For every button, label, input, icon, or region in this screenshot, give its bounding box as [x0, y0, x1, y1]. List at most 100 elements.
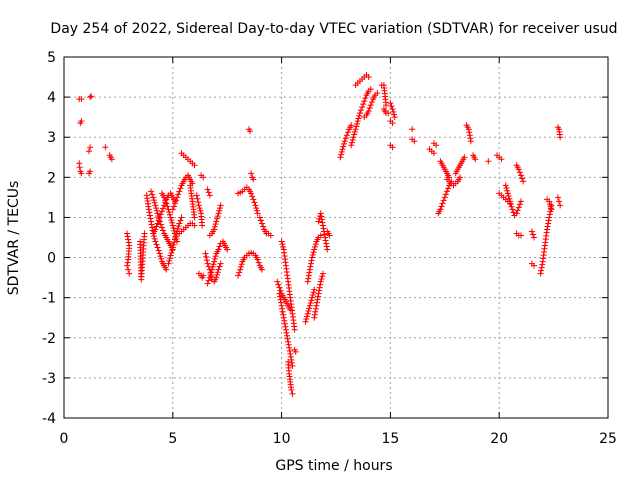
data-point	[195, 199, 202, 206]
data-point	[507, 198, 514, 205]
data-point	[312, 308, 319, 315]
data-point	[485, 158, 492, 165]
data-point	[472, 156, 479, 163]
data-point	[156, 250, 163, 257]
data-point	[171, 236, 178, 243]
data-point	[557, 134, 564, 141]
data-point	[175, 191, 182, 198]
data-point	[389, 144, 396, 151]
data-point	[306, 305, 313, 312]
y-tick-label: 3	[47, 130, 56, 146]
y-tick-label: 4	[47, 90, 56, 106]
data-point	[287, 353, 294, 360]
data-point	[153, 223, 160, 230]
data-point	[390, 108, 397, 115]
axis-ticks	[63, 56, 609, 419]
data-point	[209, 263, 216, 270]
data-point	[312, 241, 319, 248]
data-point	[196, 205, 203, 212]
data-point	[354, 120, 361, 127]
data-point	[309, 294, 316, 301]
data-point	[316, 284, 323, 291]
data-point	[149, 224, 156, 231]
data-point	[309, 254, 316, 261]
data-point	[508, 203, 515, 210]
data-point	[288, 359, 295, 366]
data-point	[194, 195, 201, 202]
data-point	[323, 240, 330, 247]
data-point	[288, 386, 295, 393]
data-point	[282, 326, 289, 333]
data-point	[125, 239, 132, 246]
data-point	[315, 290, 322, 297]
data-point	[169, 206, 176, 213]
data-point	[367, 86, 374, 93]
data-point	[217, 260, 224, 267]
data-point	[253, 205, 260, 212]
data-point	[517, 172, 524, 179]
data-point	[317, 281, 324, 288]
data-point	[348, 122, 355, 129]
x-tick-label: 25	[599, 431, 617, 447]
data-point	[515, 166, 522, 173]
data-point	[506, 195, 513, 202]
data-point	[291, 326, 298, 333]
data-point	[211, 255, 218, 262]
data-point	[465, 126, 472, 133]
data-point	[326, 232, 333, 239]
data-point	[385, 110, 392, 117]
data-point	[339, 146, 346, 153]
data-point	[517, 198, 524, 205]
data-point	[167, 252, 174, 259]
data-point	[150, 197, 157, 204]
data-point	[166, 257, 173, 264]
data-point	[155, 217, 162, 224]
data-point	[546, 214, 553, 221]
data-point	[286, 344, 293, 351]
data-point	[151, 199, 158, 206]
data-point	[461, 154, 468, 161]
data-point	[177, 217, 184, 224]
data-point	[514, 207, 521, 214]
data-point	[311, 246, 318, 253]
data-point	[148, 188, 155, 195]
data-point	[236, 269, 243, 276]
data-point	[204, 280, 211, 287]
data-point	[278, 238, 285, 245]
data-point	[342, 135, 349, 142]
data-point	[545, 217, 552, 224]
data-point	[250, 176, 257, 183]
data-point	[255, 259, 262, 266]
data-point	[237, 263, 244, 270]
data-point	[411, 138, 418, 145]
data-point	[557, 202, 564, 209]
data-point	[529, 231, 536, 238]
data-point	[310, 249, 317, 256]
data-point	[125, 236, 132, 243]
data-point	[356, 110, 363, 117]
data-point	[176, 188, 183, 195]
data-point	[87, 168, 94, 175]
data-point	[391, 114, 398, 121]
data-point	[275, 281, 282, 288]
data-point	[319, 270, 326, 277]
data-point	[173, 231, 180, 238]
data-point	[308, 257, 315, 264]
data-point	[437, 206, 444, 213]
data-point	[215, 266, 222, 273]
data-point	[504, 190, 511, 197]
data-point	[166, 211, 173, 218]
data-point	[306, 269, 313, 276]
data-point	[303, 313, 310, 320]
data-point	[507, 201, 514, 208]
data-point	[360, 101, 367, 108]
data-point	[249, 193, 256, 200]
data-point	[285, 338, 292, 345]
data-point	[504, 187, 511, 194]
grid	[64, 57, 608, 418]
data-point	[513, 210, 520, 217]
data-point	[340, 143, 347, 150]
data-point	[207, 271, 214, 278]
y-tick-label: -1	[42, 291, 56, 307]
data-point	[387, 100, 394, 107]
